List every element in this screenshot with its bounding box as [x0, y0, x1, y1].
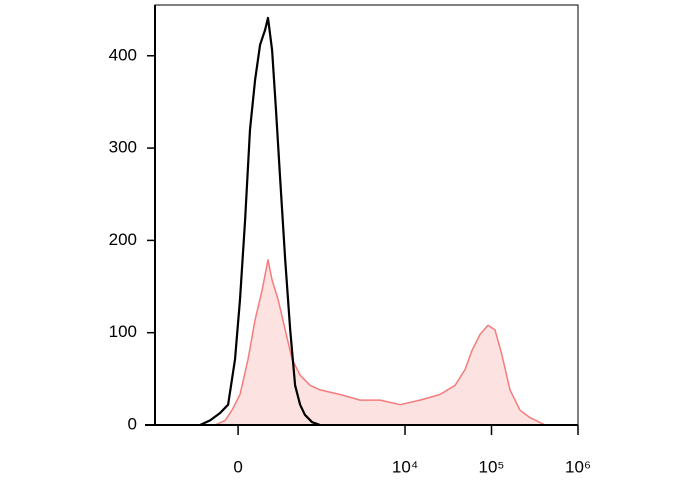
y-tick-label: 400: [109, 45, 137, 64]
histogram-area: [215, 259, 546, 425]
y-tick-label: 100: [109, 322, 137, 341]
histogram-line: [214, 259, 546, 426]
y-tick-label: 200: [109, 230, 137, 249]
y-tick-label: 300: [109, 138, 137, 157]
x-tick-label: 10⁴: [392, 457, 418, 476]
x-tick-label: 0: [233, 457, 242, 476]
y-tick-label: 0: [128, 414, 137, 433]
plot-frame: [154, 4, 579, 426]
histogram-line: [199, 16, 321, 427]
x-tick-label: 10⁵: [479, 457, 505, 476]
x-tick-label: 10⁶: [565, 457, 591, 476]
